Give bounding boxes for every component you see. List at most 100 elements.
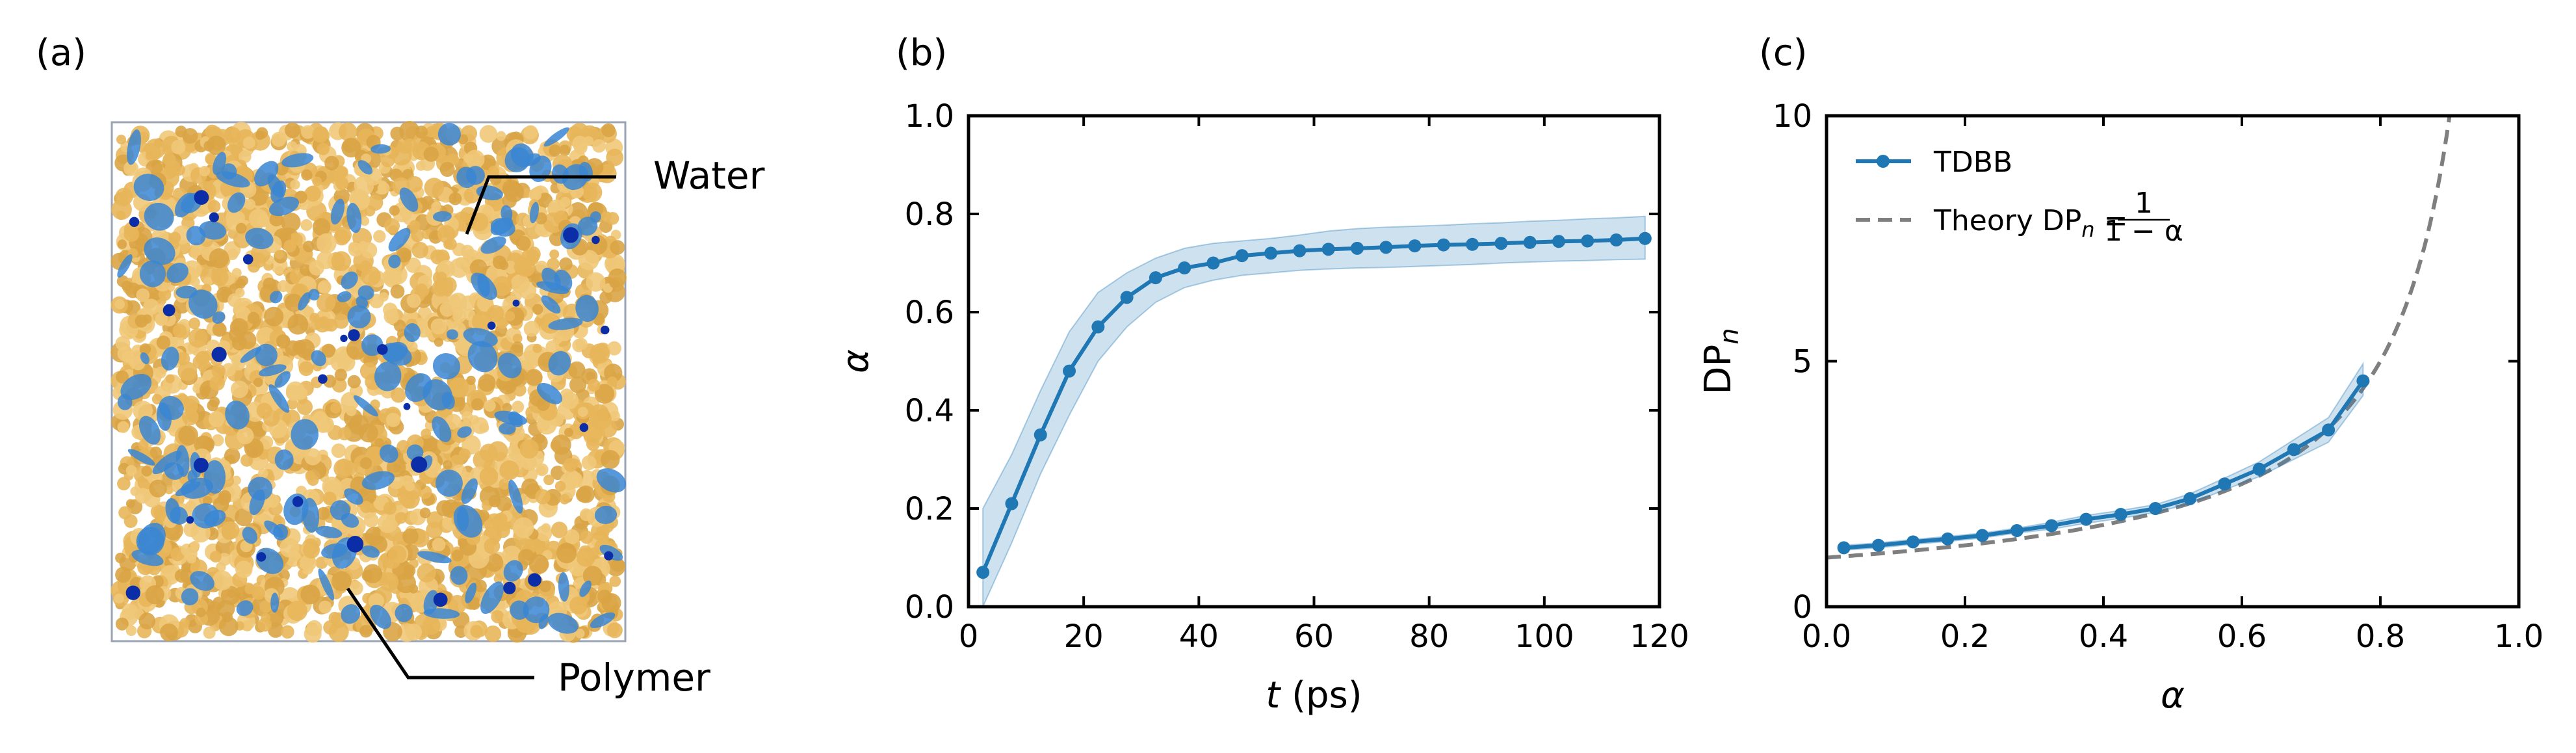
tdbb-data-point (1941, 532, 1955, 546)
polymer-bead (484, 538, 501, 555)
water-cluster (361, 471, 395, 490)
polymer-bead (222, 363, 236, 377)
polymer-bead (607, 341, 621, 356)
polymer-bead (604, 363, 623, 382)
water-cluster (269, 291, 283, 304)
polymer-bead (578, 250, 599, 271)
water-cluster (404, 323, 421, 342)
tdbb-data-point (1837, 541, 1851, 555)
polymer-bead (196, 607, 206, 618)
polymer-bead (492, 276, 512, 297)
polymer-bead (389, 205, 400, 216)
water-cluster (176, 445, 190, 477)
polymer-bead (513, 517, 534, 538)
y-tick-label: 0.4 (905, 393, 954, 429)
water-cluster (242, 527, 257, 544)
polymer-bead (163, 153, 176, 166)
polymer-bead (380, 572, 399, 592)
polymer-bead (385, 412, 401, 427)
polymer-bead (335, 176, 349, 191)
alpha-data-point (1206, 256, 1220, 270)
polymer-bead (301, 169, 313, 181)
polymer-bead (300, 219, 313, 231)
water-cluster (399, 187, 419, 212)
water-cluster (255, 343, 278, 367)
polymer-pointer-line (346, 587, 534, 680)
alpha-data-point (1063, 364, 1076, 378)
polymer-bead (248, 209, 268, 229)
polymer-bead (449, 258, 469, 278)
polymer-bead (436, 500, 453, 517)
polymer-bead (117, 345, 133, 362)
water-dense-spot (411, 456, 428, 473)
water-cluster (138, 416, 161, 445)
polymer-bead (378, 513, 398, 533)
polymer-bead (124, 514, 138, 528)
water-cluster (161, 347, 179, 371)
polymer-bead (257, 618, 272, 632)
legend-theory-numerator: 1 (2135, 187, 2153, 220)
water-dense-spot (579, 423, 589, 432)
alpha-confidence-band (982, 215, 1646, 607)
polymer-bead (281, 212, 301, 233)
polymer-bead (116, 135, 126, 145)
water-cluster (456, 166, 477, 189)
water-cluster (590, 211, 601, 223)
polymer-bead (478, 374, 496, 392)
polymer-bead (590, 343, 610, 364)
polymer-bead (136, 288, 150, 302)
polymer-bead (125, 625, 137, 636)
legend-tdbb-label: TDBB (1933, 146, 2012, 179)
water-cluster (523, 153, 541, 166)
polymer-bead (296, 399, 313, 416)
polymer-bead (421, 196, 435, 209)
polymer-bead (491, 610, 504, 624)
polymer-bead (463, 187, 480, 204)
polymer-bead (488, 165, 500, 177)
polymer-bead (347, 375, 361, 389)
polymer-bead (277, 280, 290, 293)
polymer-bead (316, 233, 337, 254)
alpha-data-point (1437, 238, 1450, 252)
water-cluster (245, 228, 274, 250)
polymer-bead (229, 318, 248, 337)
water-cluster (212, 311, 226, 324)
alpha-data-point (1034, 428, 1047, 442)
polymer-bead (363, 564, 383, 583)
polymer-bead (359, 423, 378, 443)
polymer-bead (114, 299, 125, 310)
polymer-bead (512, 341, 524, 353)
polymer-bead (402, 528, 419, 545)
water-cluster (358, 160, 373, 175)
polymer-bead (117, 477, 131, 491)
water-cluster (480, 236, 506, 254)
polymer-bead (359, 216, 370, 226)
polymer-bead (359, 625, 372, 638)
polymer-bead (608, 268, 627, 287)
water-dense-spot (604, 551, 614, 561)
polymer-bead (458, 448, 471, 461)
polymer-bead (160, 623, 178, 642)
water-dense-spot (340, 334, 348, 343)
polymer-bead (470, 625, 484, 638)
water-cluster (188, 289, 218, 319)
water-cluster (308, 289, 320, 301)
water-dense-spot (318, 374, 328, 384)
water-cluster (508, 479, 523, 514)
polymer-bead (384, 309, 399, 324)
y-tick-label: 0.2 (905, 491, 954, 527)
polymer-bead (125, 499, 135, 509)
tdbb-data-point (1871, 538, 1885, 552)
polymer-bead (202, 438, 215, 450)
polymer-bead (474, 579, 487, 592)
water-cluster (436, 469, 463, 497)
water-cluster (395, 603, 413, 622)
polymer-bead (138, 613, 156, 629)
polymer-bead (115, 617, 129, 631)
water-dense-spot (346, 536, 364, 553)
panel-b-label: (b) (896, 32, 947, 74)
water-dense-spot (163, 304, 176, 317)
polymer-bead (408, 584, 419, 594)
polymer-bead (348, 581, 363, 596)
